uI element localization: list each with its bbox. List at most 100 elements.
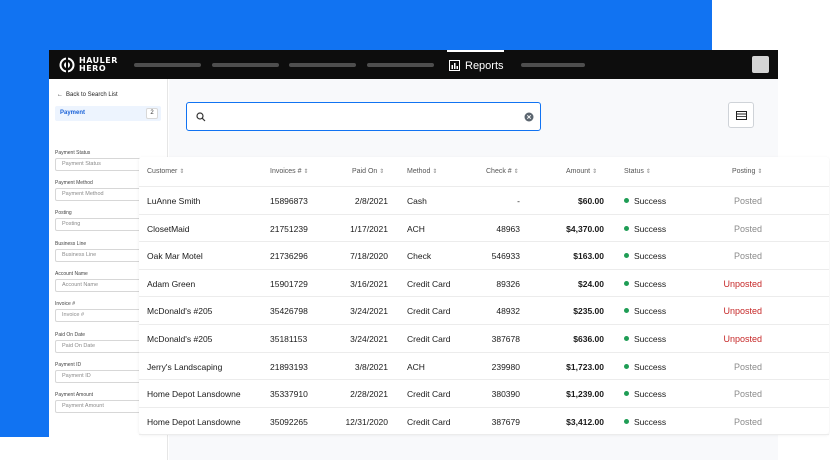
cell-status: Success: [624, 362, 666, 372]
brand-line2: HERO: [79, 63, 107, 73]
nav-item-placeholder-1[interactable]: [134, 63, 201, 67]
back-to-search-link[interactable]: ← Back to Search List: [57, 92, 118, 98]
col-check[interactable]: Check # ⇕: [486, 168, 519, 175]
cell-posting: Posted: [734, 251, 762, 261]
cell-status: Success: [624, 306, 666, 316]
nav-item-placeholder-3[interactable]: [289, 63, 356, 67]
column-view-button[interactable]: [728, 102, 754, 128]
cell-method: Credit Card: [407, 306, 451, 317]
cell-status: Success: [624, 334, 666, 344]
cell-customer: McDonald's #205: [147, 306, 213, 317]
status-dot-icon: [624, 280, 629, 286]
cell-status: Success: [624, 279, 666, 289]
cell-check: 387678: [491, 334, 520, 344]
status-dot-icon: [624, 225, 629, 231]
cell-status: Success: [624, 251, 666, 261]
cell-invoice: 21751239: [270, 223, 308, 234]
cell-paid_on: 3/8/2021: [354, 361, 388, 372]
cell-amount: $235.00: [573, 306, 604, 317]
col-amount[interactable]: Amount ⇕: [566, 168, 598, 175]
cell-customer: Home Depot Lansdowne: [147, 389, 241, 400]
cell-amount: $4,370.00: [566, 223, 604, 234]
table-row[interactable]: McDonald's #205 35426798 3/24/2021 Credit C…: [139, 297, 829, 325]
cell-customer: Oak Mar Motel: [147, 251, 203, 262]
col-customer[interactable]: Customer ⇕: [147, 168, 185, 175]
nav-item-placeholder-5[interactable]: [521, 63, 585, 67]
status-dot-icon: [624, 253, 629, 259]
status-text: Success: [634, 196, 667, 206]
filter-placeholder: Payment Status: [62, 161, 101, 167]
brand-line1: HAULER: [79, 55, 118, 65]
cell-check: 239980: [491, 361, 520, 372]
search-input[interactable]: [186, 102, 541, 131]
cell-customer: Adam Green: [147, 278, 196, 289]
posting-status: Unposted: [723, 334, 762, 344]
payments-table: Customer ⇕ Invoices # ⇕ Paid On ⇕ Method ⇕ C…: [139, 157, 829, 436]
col-posting[interactable]: Posting ⇕: [732, 168, 763, 175]
nav-reports-label: Reports: [465, 59, 504, 72]
sort-icon: ⇕: [179, 169, 185, 175]
filter-label: Business Line: [55, 241, 87, 247]
cell-method: Credit Card: [407, 278, 451, 289]
reports-icon: [449, 60, 460, 71]
user-avatar[interactable]: [752, 56, 769, 73]
table-row[interactable]: Adam Green 15901729 3/16/2021 Credit Card 89…: [139, 270, 829, 298]
status-text: Success: [634, 306, 667, 317]
filter-label: Account Name: [55, 271, 88, 277]
filter-placeholder: Payment Method: [62, 191, 104, 197]
brand-logo[interactable]: HAULER HERO: [59, 55, 118, 74]
table-row[interactable]: LuAnne Smith 15896873 2/8/2021 Cash - $60.00 S…: [139, 187, 829, 215]
sort-icon: ⇕: [513, 169, 519, 175]
cell-invoice: 15901729: [270, 278, 308, 289]
filter-placeholder: Account Name: [62, 282, 99, 288]
posting-status: Posted: [733, 251, 762, 262]
cell-paid_on: 2/28/2021: [350, 389, 388, 400]
status-text: Success: [634, 361, 667, 372]
posting-status: Unposted: [723, 306, 762, 317]
nav-item-placeholder-2[interactable]: [212, 63, 279, 67]
cell-customer: Home Depot Lansdowne: [147, 416, 241, 427]
status-text: Success: [634, 278, 667, 289]
sidebar-item-payment[interactable]: Payment 2: [55, 106, 161, 121]
table-view-icon: [736, 111, 747, 120]
tire-logo-icon: [59, 56, 75, 73]
top-nav: HAULER HERO Reports: [49, 50, 778, 79]
cell-paid_on: 3/24/2021: [350, 334, 388, 344]
cell-posting: Unposted: [723, 306, 762, 316]
filter-placeholder: Payment Amount: [62, 403, 104, 409]
table-row[interactable]: McDonald's #205 35181153 3/24/2021 Credit C…: [139, 325, 829, 353]
clear-search-icon[interactable]: [524, 112, 534, 122]
table-row[interactable]: ClosetMaid 21751239 1/17/2021 ACH 48963 $4,37…: [139, 215, 829, 243]
col-paid-on[interactable]: Paid On ⇕: [352, 168, 385, 175]
filter-placeholder: Business Line: [62, 252, 97, 258]
col-invoice[interactable]: Invoices # ⇕: [270, 168, 309, 175]
nav-item-reports[interactable]: Reports: [447, 50, 504, 79]
table-row[interactable]: Jerry's Landscaping 21893193 3/8/2021 ACH 23…: [139, 353, 829, 381]
cell-paid_on: 3/24/2021: [350, 306, 388, 317]
cell-invoice: 21736296: [270, 251, 308, 262]
col-status[interactable]: Status ⇕: [624, 168, 651, 175]
sort-icon: ⇕: [757, 169, 763, 175]
status-dot-icon: [624, 363, 629, 369]
cell-method: Credit Card: [407, 416, 451, 427]
nav-item-placeholder-4[interactable]: [367, 63, 434, 67]
status-dot-icon: [624, 308, 629, 314]
cell-posting: Posted: [734, 196, 762, 206]
table-row[interactable]: Home Depot Lansdowne 35337910 2/28/2021 Cre…: [139, 380, 829, 408]
sort-icon: ⇕: [432, 169, 438, 175]
cell-posting: Posted: [734, 417, 762, 427]
status-dot-icon: [624, 418, 629, 424]
cell-status: Success: [624, 224, 666, 234]
status-text: Success: [634, 389, 667, 400]
col-method[interactable]: Method ⇕: [407, 168, 438, 175]
table-row[interactable]: Home Depot Lansdowne 35092265 12/31/2020 Cr…: [139, 408, 829, 436]
table-row[interactable]: Oak Mar Motel 21736296 7/18/2020 Check 54693…: [139, 242, 829, 270]
filter-label: Payment Status: [55, 150, 91, 156]
cell-posting: Posted: [734, 389, 762, 399]
sort-icon: ⇕: [592, 169, 598, 175]
search-icon: [196, 112, 206, 122]
cell-check: -: [517, 196, 520, 206]
cell-check: 48963: [496, 223, 520, 234]
cell-paid_on: 12/31/2020: [345, 416, 388, 427]
